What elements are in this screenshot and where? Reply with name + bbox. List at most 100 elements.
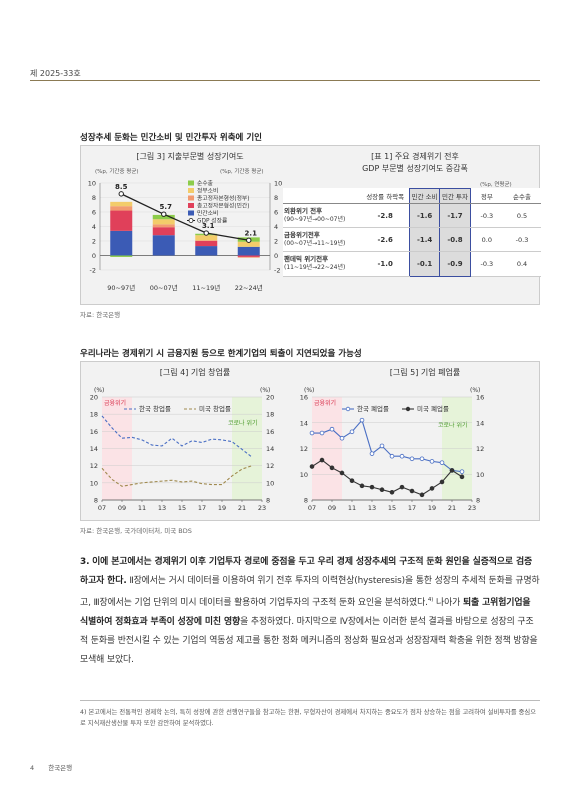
gdp-line (120, 193, 249, 241)
gdp-point (246, 237, 252, 243)
bar-segment (110, 206, 133, 211)
y-tick-label-left: 16 (90, 428, 98, 436)
footnote: 4) 본고에서는 전통적인 경제학 논의, 특히 성장에 관한 선행연구들을 참… (80, 709, 537, 727)
legend-label: 정부소비 (197, 187, 218, 195)
y-tick-label-left: 8 (92, 194, 96, 202)
x-tick-label: 19 (218, 504, 226, 512)
table1-title-line2: GDP 부문별 성장기여도 증감폭 (362, 164, 468, 173)
bar-segment (110, 210, 133, 231)
bar-segment (195, 240, 218, 241)
table1-cell: -0.3 (470, 203, 504, 229)
bar-segment (237, 256, 260, 258)
section1-title: 성장추세 둔화는 민간소비 및 민간투자 위축에 기인 (80, 133, 262, 143)
table1-cell: -1.6 (408, 203, 441, 229)
table1-header: 민간 소비 (408, 188, 441, 204)
para-text3: 을 추정하였다. 마지막으로 Ⅳ장에서는 이러한 분석 결과를 바탕으로 성장의… (80, 616, 538, 665)
table1-cell: -1.4 (408, 227, 441, 253)
para-number: 3. (80, 557, 90, 567)
table1-row-period: (00~07년→11~19년) (284, 240, 346, 248)
y-tick-label-left: -2 (90, 267, 96, 275)
table1-cell: -0.3 (470, 251, 504, 277)
legend-swatch (188, 210, 194, 216)
legend-label: 한국 창업률 (139, 405, 171, 413)
y-tick-label-left: 10 (90, 479, 98, 487)
y-tick-label-right: 6 (274, 209, 278, 217)
data-point (369, 451, 375, 456)
page-number: 4 (30, 764, 35, 772)
y-tick-label-right: 8 (274, 194, 278, 202)
legend-marker (188, 218, 194, 223)
legend-label: GDP 성장률 (197, 217, 228, 225)
data-point (359, 483, 365, 489)
y-tick-label-right: 18 (266, 411, 274, 419)
x-tick-label: 21 (448, 504, 456, 512)
unit-label-right: (%) (470, 387, 480, 394)
table1-cell: -2.6 (361, 227, 410, 253)
table1-cell: 0.4 (503, 251, 541, 277)
data-point (389, 489, 395, 495)
x-tick-label: 13 (158, 504, 166, 512)
footer-org: 한국은행 (48, 764, 73, 772)
table1-cell: -2.8 (361, 203, 410, 229)
y-tick-label-left: 8 (304, 497, 308, 505)
table1-row: 금융위기전후 (00~07년→11~19년) -2.6 -1.4 -0.8 0.0 -0.3 (283, 227, 541, 253)
legend-swatch (188, 195, 194, 201)
table1-title: [표 1] 주요 경제위기 전후 GDP 부문별 성장기여도 증감폭 (300, 151, 530, 175)
gdp-data-label: 5.7 (160, 203, 173, 211)
y-tick-label-right: 4 (274, 223, 278, 231)
fig3-source: 자료: 한국은행 (80, 311, 121, 319)
page-footer: 4 한국은행 (30, 762, 72, 772)
table1-row-label: 팬데믹 위기전후 (11~19년→22~24년) (283, 251, 362, 277)
y-tick-label-left: 6 (92, 209, 96, 217)
data-point (379, 487, 385, 492)
bar-segment (152, 227, 175, 236)
para-text2: 나아가 (433, 597, 463, 608)
data-point (459, 469, 465, 474)
y-tick-label-left: 16 (300, 394, 308, 402)
gdp-point (118, 191, 124, 197)
legend-swatch (188, 188, 194, 193)
data-point (409, 488, 415, 494)
unit-label-left: (%) (94, 387, 104, 394)
legend-label: 민간소비 (197, 209, 218, 217)
table1-row-period: (11~19년→22~24년) (284, 264, 346, 272)
shade-label: 코로나 위기 (438, 421, 468, 429)
series-line (311, 459, 463, 496)
y-tick-label-right: 8 (266, 497, 270, 505)
header-rule (30, 80, 540, 81)
y-tick-label-right: -2 (274, 267, 280, 275)
data-point (449, 468, 455, 473)
y-tick-label-left: 18 (90, 411, 98, 419)
legend-label: 미국 창업률 (199, 404, 231, 413)
series-line (312, 419, 463, 473)
y-tick-label-right: 0 (274, 252, 278, 260)
x-tick-label: 90~97년 (107, 283, 135, 292)
table1-header: 성장률 하락폭 (361, 188, 410, 204)
fig4-title: [그림 4] 기업 창업률 (159, 368, 231, 377)
data-point (339, 435, 345, 441)
y-tick-label-left: 8 (94, 497, 98, 505)
y-tick-label-right: 10 (476, 471, 484, 479)
table1-cell: -1.7 (439, 203, 471, 229)
data-point (429, 486, 435, 491)
fig3-title: [그림 3] 지출부문별 성장기여도 (136, 152, 244, 161)
table1-cell: 0.5 (503, 203, 541, 229)
y-tick-label-left: 2 (92, 238, 96, 246)
legend-label: 한국 폐업률 (357, 404, 389, 413)
y-tick-label-right: 2 (274, 238, 278, 246)
table1-header: 민간 투자 (439, 188, 471, 204)
table1-row-period: (90~97년→00~07년) (284, 216, 346, 224)
bar-segment (237, 241, 260, 247)
x-tick-label: 07 (308, 504, 316, 512)
y-tick-label-right: 12 (476, 445, 484, 453)
x-tick-label: 11~19년 (192, 283, 220, 292)
bar-segment (110, 255, 133, 257)
data-point (349, 429, 355, 435)
data-point (329, 465, 335, 471)
table1-unit: (%p, 연평균) (480, 182, 512, 188)
x-tick-label: 19 (428, 504, 436, 512)
y-tick-label-right: 14 (266, 445, 274, 453)
data-point (399, 484, 405, 490)
table1-row-name: 외환위기 전후 (284, 207, 323, 215)
